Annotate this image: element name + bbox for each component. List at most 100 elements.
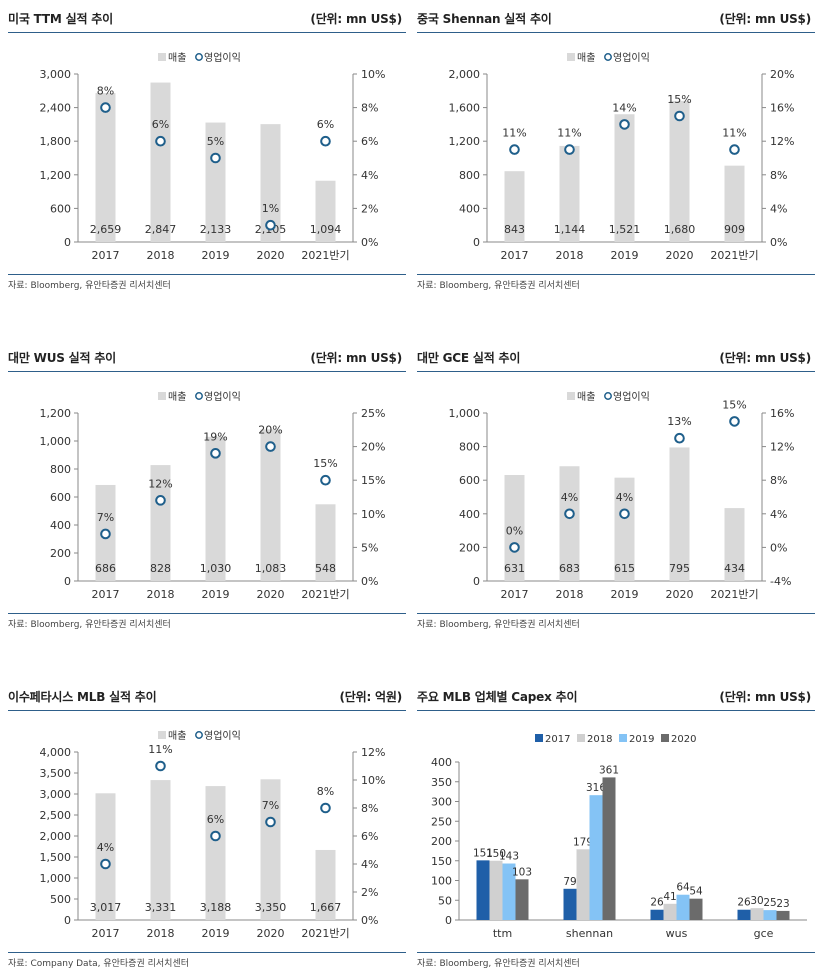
margin-value-label: 20%	[258, 424, 282, 437]
y2-tick-label: 2%	[361, 202, 378, 215]
margin-point	[100, 102, 111, 113]
legend-label: 2020	[671, 734, 696, 745]
y-tick-label: 1,000	[40, 435, 72, 448]
y-tick-label: 1,000	[40, 872, 72, 885]
y2-tick-label: 2%	[361, 886, 378, 899]
legend-sales-label: 매출	[577, 391, 595, 403]
margin-value-label: 6%	[207, 813, 224, 826]
margin-point	[674, 432, 685, 444]
margin-value-label: 13%	[667, 415, 691, 428]
y2-tick-label: 0%	[770, 541, 787, 554]
bar-value-label: 1,030	[200, 562, 232, 575]
margin-value-label: 5%	[207, 135, 224, 148]
bar-value-label: 1,144	[554, 223, 586, 236]
bar	[205, 122, 226, 242]
y-tick-label: 400	[431, 756, 452, 769]
y2-tick-label: 12%	[770, 441, 794, 454]
y2-tick-label: 0%	[770, 236, 787, 249]
x-tick-label: 2019	[611, 249, 639, 262]
panel-wus: 대만 WUS 실적 추이 (단위: mn US$) 매출 영업이익 0 200 400 6…	[8, 349, 406, 649]
bar-value-label: 30	[750, 895, 763, 907]
y2-tick-label: 25%	[361, 407, 385, 420]
y-tick-label: 3,000	[40, 68, 72, 81]
chart-title: 이수페타시스 MLB 실적 추이	[8, 690, 157, 704]
x-tick-label: 2017	[92, 927, 120, 940]
legend-op-label: 영업이익	[613, 390, 650, 403]
y-tick-label: 1,200	[40, 169, 72, 182]
y2-tick-label: 8%	[361, 102, 378, 115]
y-tick-label: 400	[459, 202, 480, 215]
bar-value-label: 3,331	[145, 901, 177, 914]
bar	[260, 124, 281, 242]
y-tick-label: 3,000	[40, 788, 72, 801]
legend-sales-label: 매출	[168, 52, 186, 64]
source-divider	[417, 274, 815, 275]
x-tick-label: 2019	[611, 588, 639, 601]
bar-value-label: 843	[504, 223, 525, 236]
y-tick-label: 300	[431, 796, 452, 809]
y2-tick-label: 6%	[361, 135, 378, 148]
margin-value-label: 8%	[97, 85, 114, 98]
bar	[559, 466, 580, 581]
y-tick-label: 0	[64, 236, 71, 249]
y-tick-label: 400	[459, 508, 480, 521]
margin-point	[674, 110, 685, 122]
chart-unit: (단위: mn US$)	[310, 12, 402, 26]
bar	[650, 909, 664, 920]
margin-point	[265, 441, 276, 452]
margin-point	[210, 448, 221, 459]
bar-value-label: 25	[763, 897, 776, 909]
x-tick-label: 2020	[666, 588, 694, 601]
legend-sales-swatch	[158, 392, 166, 400]
x-tick-label: 2019	[202, 588, 230, 601]
legend-swatch	[619, 734, 627, 742]
y-tick-label: 2,000	[449, 68, 481, 81]
y2-tick-label: 8%	[770, 169, 787, 182]
y2-tick-label: 16%	[770, 102, 794, 115]
chart-title: 미국 TTM 실적 추이	[8, 12, 113, 26]
legend-op-label: 영업이익	[204, 51, 241, 64]
margin-value-label: 6%	[317, 118, 334, 131]
panel-shennan: 중국 Shennan 실적 추이 (단위: mn US$) 매출 영업이익 0 400…	[417, 10, 815, 310]
chart-unit: (단위: mn US$)	[719, 12, 811, 26]
y-tick-label: 150	[431, 855, 452, 868]
y-tick-label: 3,500	[40, 767, 72, 780]
margin-point	[509, 542, 520, 553]
y-tick-label: 0	[64, 914, 71, 927]
source-note: 자료: Bloomberg, 유안타증권 리서치센터	[417, 620, 580, 630]
legend-op-marker	[195, 731, 203, 739]
chart-title: 중국 Shennan 실적 추이	[417, 12, 552, 26]
bar	[614, 114, 635, 242]
title-divider	[417, 710, 815, 711]
y-tick-label: 2,400	[40, 102, 72, 115]
bar-value-label: 1,680	[664, 223, 696, 236]
chart-capex: 2017 2018 2019 2020 0 50 100 150 200 250 300 350 400…	[431, 734, 807, 940]
chart-unit: (단위: mn US$)	[719, 351, 811, 365]
chart-title: 대만 GCE 실적 추이	[417, 351, 521, 365]
bar	[724, 165, 745, 242]
margin-value-label: 19%	[203, 430, 227, 443]
panel-ttm: 미국 TTM 실적 추이 (단위: mn US$) 매출 영업이익 0 600 1,20…	[8, 10, 406, 310]
y-tick-label: 1,200	[449, 135, 481, 148]
margin-point	[265, 219, 276, 231]
y2-tick-label: 15%	[361, 474, 385, 487]
y-tick-label: 200	[459, 541, 480, 554]
margin-value-label: 11%	[502, 127, 526, 140]
x-tick-label: gce	[754, 927, 774, 940]
bar	[576, 849, 590, 920]
legend-sales-label: 매출	[168, 391, 186, 403]
y2-tick-label: 4%	[770, 508, 787, 521]
x-tick-label: 2017	[92, 588, 120, 601]
bar-value-label: 103	[512, 866, 532, 878]
y2-tick-label: 20%	[361, 441, 385, 454]
y2-tick-label: -4%	[770, 575, 791, 588]
margin-point	[210, 152, 221, 164]
bar-value-label: 3,017	[90, 901, 122, 914]
bar	[476, 860, 490, 920]
bar-value-label: 1,094	[310, 223, 342, 236]
y-tick-label: 1,000	[449, 407, 481, 420]
y2-tick-label: 0%	[361, 575, 378, 588]
y-tick-label: 1,500	[40, 851, 72, 864]
bar	[95, 93, 116, 242]
source-divider	[8, 613, 406, 614]
